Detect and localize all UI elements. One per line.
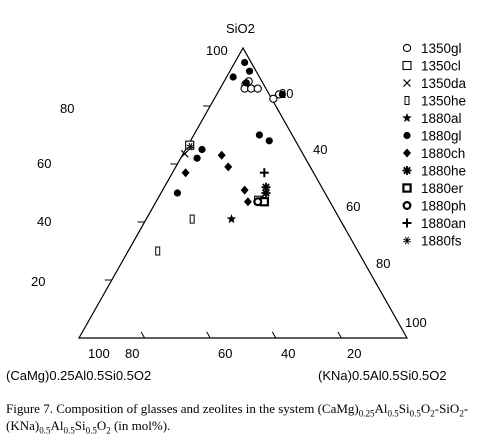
tick-label-right-40: 40 — [313, 142, 327, 157]
legend-marker-1350gl — [402, 43, 412, 53]
tick-labels: 20 40 60 80 100 20 40 60 80 100 100 80 6… — [31, 43, 427, 361]
data-point-1880ph — [253, 197, 263, 207]
legend-marker-1880ch — [403, 148, 411, 158]
data-point-1350he — [189, 214, 195, 224]
ternary-diagram: 20 40 60 80 100 20 40 60 80 100 100 80 6… — [6, 21, 467, 383]
tick-label-left-20: 20 — [31, 274, 45, 289]
data-point-1880gl — [173, 189, 181, 197]
legend-marker-1880ph — [402, 201, 412, 211]
legend-marker-1880fs — [403, 236, 411, 245]
legend-marker-1350he — [404, 96, 410, 105]
legend-label-1350cl: 1350cl — [421, 59, 461, 74]
tick-label-bottom-40: 40 — [281, 346, 295, 361]
legend-marker-1350da — [403, 79, 411, 87]
tick-label-left-100: 100 — [206, 43, 228, 58]
tick-bottom — [140, 331, 146, 339]
tick-label-bottom-80: 80 — [125, 346, 139, 361]
legend-label-1880ch: 1880ch — [421, 146, 465, 161]
legend-label-1880he: 1880he — [421, 164, 466, 179]
data-point-1350gl — [253, 84, 262, 93]
tick-right — [308, 163, 313, 171]
data-point-1880gl — [255, 131, 263, 139]
data-point-1880ch — [217, 150, 226, 160]
data-point-1880gl — [242, 79, 250, 87]
legend-label-1880fs: 1880fs — [421, 234, 462, 249]
data-point-1350gl — [269, 94, 278, 103]
tick-label-right-80: 80 — [376, 256, 390, 271]
legend-label-1880er: 1880er — [421, 181, 464, 196]
data-point-1880ch — [240, 185, 249, 195]
legend-label-1880gl: 1880gl — [421, 129, 462, 144]
data-point-1880gl — [278, 90, 286, 98]
tick-bottom — [337, 331, 342, 339]
legend-label-1350he: 1350he — [421, 94, 466, 109]
tick-right — [340, 221, 346, 229]
data-point-1880ch — [181, 168, 190, 178]
data-point-1880ch — [243, 197, 252, 207]
legend-marker-1350cl — [402, 60, 412, 71]
data-points — [155, 58, 286, 256]
tick-label-bottom-60: 60 — [218, 346, 232, 361]
legend-label-1880al: 1880al — [421, 111, 462, 126]
tick-right — [373, 279, 379, 287]
tick-bottom — [206, 331, 211, 339]
apex-label-top: SiO2 — [226, 21, 255, 36]
legend-marker-1880gl — [403, 131, 411, 140]
legend-marker-1880er — [402, 183, 412, 193]
data-point-1350da — [180, 149, 189, 158]
tick-label-left-40: 40 — [37, 214, 51, 229]
apex-label-left: (CaMg)0.25Al0.5Si0.5O2 — [6, 368, 151, 383]
data-point-1880ch — [224, 162, 233, 172]
tick-label-left-80: 80 — [60, 101, 74, 116]
tick-bottom — [271, 331, 277, 339]
legend-marker-1880he — [402, 166, 412, 175]
tick-label-bottom-20: 20 — [347, 346, 361, 361]
legend-label-1350gl: 1350gl — [421, 41, 462, 56]
figure-caption: Figure 7. Composition of glasses and zeo… — [6, 401, 469, 436]
data-point-1880gl — [198, 145, 206, 154]
data-point-1880an — [259, 168, 269, 178]
data-point-1880gl — [241, 58, 249, 67]
tick-label-left-60: 60 — [37, 156, 51, 171]
legend-label-1880an: 1880an — [421, 216, 466, 231]
data-point-1880fs — [186, 142, 195, 151]
ticks — [104, 105, 379, 339]
data-point-1880gl — [193, 154, 201, 162]
triangle-frame — [77, 46, 409, 339]
legend: 1350gl 1350cl 1350da 1350he 1880al 1880gl 1880… — [402, 41, 467, 249]
tick-right — [275, 105, 280, 113]
tick-label-right-100: 100 — [405, 315, 427, 330]
legend-marker-1880al — [402, 113, 412, 123]
apex-label-right: (KNa)0.5Al0.5Si0.5O2 — [318, 368, 447, 383]
legend-label-1350da: 1350da — [421, 76, 467, 91]
legend-label-1880ph: 1880ph — [421, 199, 466, 214]
data-point-1880al — [226, 214, 237, 224]
data-point-1350he — [155, 246, 161, 256]
data-point-1880gl — [265, 137, 273, 145]
data-point-1880he — [261, 188, 271, 198]
tick-label-bottom-100: 100 — [88, 346, 110, 361]
tick-label-right-60: 60 — [346, 199, 360, 214]
data-point-1880gl — [229, 73, 237, 81]
legend-marker-1880an — [402, 218, 412, 228]
data-point-1880gl — [245, 67, 254, 75]
